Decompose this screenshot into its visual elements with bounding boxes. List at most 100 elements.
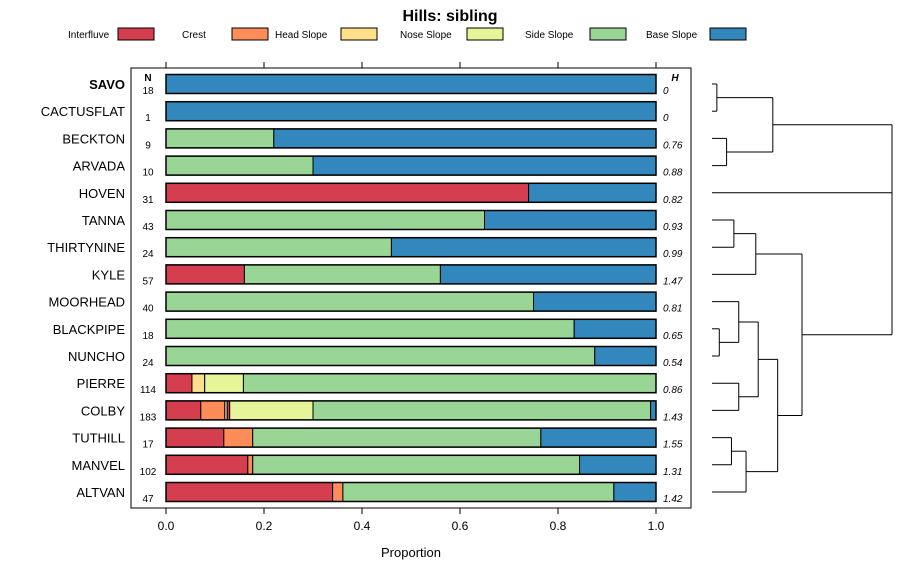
row-label: BLACKPIPE <box>53 322 126 337</box>
plot-frame <box>130 67 692 509</box>
row-h-value: 1.43 <box>663 412 683 423</box>
row-tuthill: TUTHILL 17 1.55 <box>72 427 683 451</box>
x-tick-label: 0.4 <box>354 519 371 533</box>
bar-outline <box>165 318 657 340</box>
bar-segment <box>229 400 314 421</box>
bar-outline <box>165 481 657 503</box>
row-h-value: 1.42 <box>663 494 683 505</box>
n-column-header: N <box>144 73 151 84</box>
bar-segment <box>165 155 314 176</box>
bar-segment <box>528 182 657 203</box>
row-colby: COLBY 183 1.43 <box>81 400 683 423</box>
h-column-header: H <box>671 73 679 84</box>
row-n-value: 47 <box>142 494 154 505</box>
bar-segment <box>200 400 226 421</box>
row-n-value: 9 <box>145 140 151 151</box>
row-n-value: 102 <box>140 467 157 478</box>
legend-swatch-interfluve <box>117 27 155 41</box>
bar-segment <box>390 237 657 258</box>
bar-outline <box>165 454 657 476</box>
bar-segment <box>247 454 254 475</box>
bar-segment <box>165 210 485 230</box>
bar-segment <box>165 101 657 122</box>
bar-outline <box>165 345 657 367</box>
bar-segment <box>439 264 657 285</box>
bar-outline <box>165 182 657 204</box>
row-moorhead: MOORHEAD 40 0.81 <box>48 291 682 315</box>
bar-segment <box>165 482 334 502</box>
row-n-value: 31 <box>142 195 154 206</box>
bar-segment <box>165 400 202 421</box>
row-label: ARVADA <box>73 159 126 174</box>
bar-outline <box>165 128 657 149</box>
row-n-value: 1 <box>145 113 151 124</box>
row-h-value: 1.55 <box>663 440 683 451</box>
bar-segment <box>579 454 657 475</box>
bar-segment <box>242 373 657 394</box>
bar-segment <box>312 155 657 176</box>
row-label: MANVEL <box>72 458 125 473</box>
bar-segment <box>165 427 225 448</box>
bar-segment <box>484 210 657 230</box>
row-label: PIERRE <box>77 376 126 391</box>
x-axis-title: Proportion <box>381 545 441 560</box>
legend-label-head-slope: Head Slope <box>275 30 328 41</box>
row-h-value: 0.86 <box>663 385 683 396</box>
row-hoven: HOVEN 31 0.82 <box>79 182 683 206</box>
legend-swatch-side-slope <box>589 27 627 41</box>
row-h-value: 0.82 <box>663 195 683 206</box>
row-blackpipe: BLACKPIPE 18 0.65 <box>53 318 683 342</box>
bar-segment <box>165 74 657 94</box>
chart-title: Hills: sibling <box>402 8 497 25</box>
row-h-value: 0.54 <box>663 358 683 369</box>
row-n-value: 43 <box>142 222 154 233</box>
bar-segment <box>312 400 652 421</box>
bar-segment <box>594 346 657 366</box>
bar-segment <box>650 400 657 421</box>
row-label: ALTVAN <box>76 485 125 500</box>
bar-outline <box>165 427 657 448</box>
row-label: KYLE <box>92 267 126 282</box>
bar-segment <box>165 291 534 312</box>
row-label: MOORHEAD <box>48 295 125 310</box>
legend: Interfluve Crest Head Slope Nose Slope Side … <box>68 27 747 41</box>
legend-swatch-head-slope <box>340 27 378 41</box>
row-label: BECKTON <box>62 131 125 146</box>
legend-label-crest: Crest <box>182 30 206 41</box>
x-tick-label: 0.0 <box>158 519 175 533</box>
row-h-value: 0 <box>663 86 669 97</box>
row-h-value: 0.81 <box>663 304 682 315</box>
bar-outline <box>165 400 657 421</box>
row-cactusflat: CACTUSFLAT 1 0 <box>41 100 669 124</box>
bar-segment <box>165 128 275 149</box>
row-label: NUNCHO <box>68 349 125 364</box>
bar-segment <box>573 318 657 339</box>
bar-outline <box>165 155 657 176</box>
row-label: HOVEN <box>79 186 125 201</box>
bar-segment <box>165 237 392 258</box>
row-altvan: ALTVAN 47 1.42 <box>76 481 683 505</box>
legend-swatch-crest <box>231 27 269 41</box>
bar-segment <box>223 427 254 448</box>
legend-label-nose-slope: Nose Slope <box>400 30 452 41</box>
bar-outline <box>165 291 657 312</box>
row-savo: SAVO 18 0 <box>89 73 669 97</box>
row-n-value: 114 <box>140 385 156 396</box>
bar-segment <box>165 264 245 285</box>
row-h-value: 0.88 <box>663 168 683 179</box>
row-tanna: TANNA 43 0.93 <box>82 209 683 233</box>
row-pierre: PIERRE 114 0.86 <box>77 372 683 396</box>
row-label: TUTHILL <box>72 431 125 446</box>
bar-segment <box>165 182 530 203</box>
row-manvel: MANVEL 102 1.31 <box>72 454 682 478</box>
legend-label-base-slope: Base Slope <box>646 30 698 41</box>
row-kyle: KYLE 57 1.47 <box>92 264 683 287</box>
legend-swatch-nose-slope <box>466 27 504 41</box>
row-h-value: 1.47 <box>663 276 683 287</box>
row-beckton: BECKTON 9 0.76 <box>62 128 683 151</box>
row-n-value: 18 <box>142 86 154 97</box>
x-tick-label: 0.8 <box>550 519 567 533</box>
row-n-value: 17 <box>142 440 154 451</box>
